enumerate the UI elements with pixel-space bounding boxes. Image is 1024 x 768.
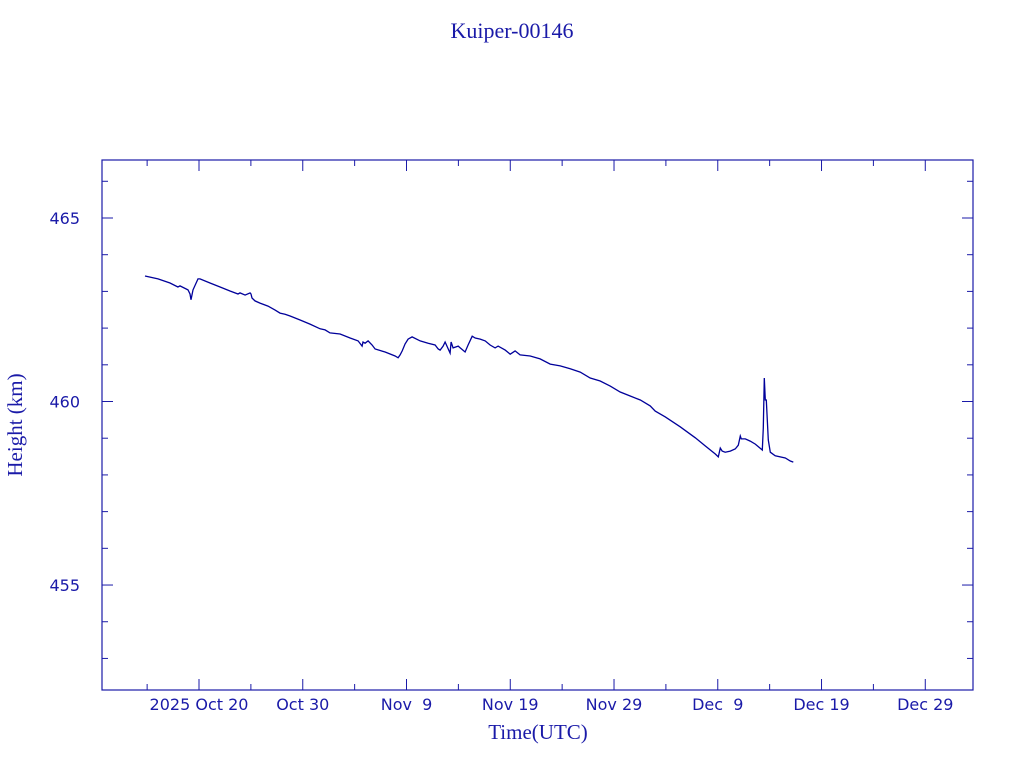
y-axis-label: Height (km) xyxy=(3,373,27,476)
x-tick-label: Dec 9 xyxy=(692,695,743,714)
y-tick-label: 465 xyxy=(49,209,80,228)
x-tick-label: Dec 19 xyxy=(793,695,849,714)
x-tick-label: Dec 29 xyxy=(897,695,953,714)
axis-ticks xyxy=(102,160,973,690)
y-tick-label: 460 xyxy=(49,393,80,412)
x-tick-label: Nov 9 xyxy=(381,695,433,714)
tick-labels: 2025 Oct 20 Oct 30 Nov 9 Nov 19 Nov 29 Dec 9 D… xyxy=(49,209,953,714)
x-tick-label: 2025 Oct 20 xyxy=(150,695,249,714)
chart-title: Kuiper-00146 xyxy=(451,18,574,43)
x-tick-label: Oct 30 xyxy=(276,695,329,714)
x-axis-label: Time(UTC) xyxy=(488,720,588,744)
y-tick-label: 455 xyxy=(49,576,80,595)
plot-frame xyxy=(101,159,974,691)
series-line-height xyxy=(144,275,794,463)
x-tick-label: Nov 29 xyxy=(586,695,643,714)
x-tick-label: Nov 19 xyxy=(482,695,539,714)
